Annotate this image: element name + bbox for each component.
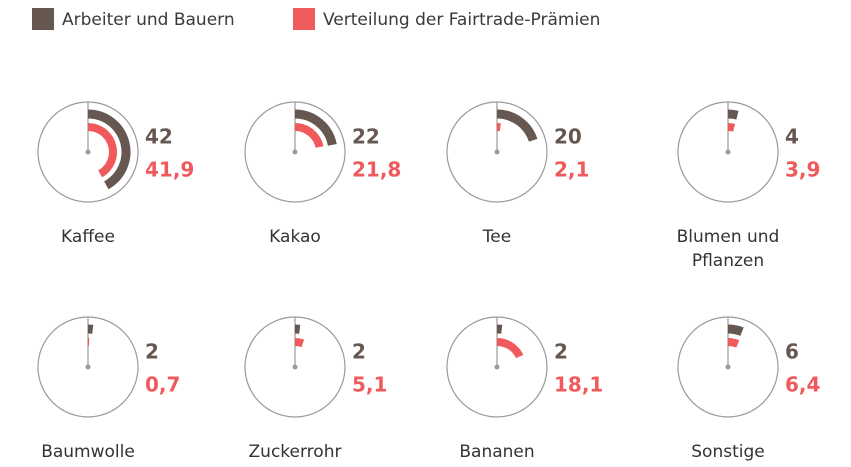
arc [294,123,324,149]
value-label: 42 [145,125,173,149]
category-label: Blumen und Pflanzen [676,227,780,271]
dial-center [725,364,731,370]
legend-label: Verteilung der Fairtrade-Prämien [323,10,600,30]
arc [87,109,131,190]
arc [294,338,305,348]
dial-center [494,364,500,370]
category-label: Kakao [269,227,321,247]
value-label: 2 [145,340,159,364]
value-label: 2 [554,340,568,364]
value-label: 6,4 [785,373,820,397]
value-label: 22 [352,125,380,149]
category-label: Zuckerrohr [248,442,342,462]
category-label: Kaffee [61,227,115,247]
arc [727,123,736,132]
category-label: Bananen [459,442,535,462]
value-label: 21,8 [352,158,401,182]
value-label: 3,9 [785,158,820,182]
dial-center [85,149,91,155]
value-label: 18,1 [554,373,603,397]
value-label: 20 [554,125,582,149]
category-label: Baumwolle [41,442,135,462]
category-label: Sonstige [691,442,765,462]
arc [294,109,337,146]
dial-center [292,149,298,155]
category-label: Tee [482,227,512,247]
dial-center [494,149,500,155]
value-label: 2 [352,340,366,364]
arc [496,338,524,359]
value-label: 41,9 [145,158,194,182]
legend-swatch [32,8,54,30]
value-label: 4 [785,125,799,149]
dial-center [292,364,298,370]
value-label: 6 [785,340,799,364]
arc [727,338,740,348]
value-label: 0,7 [145,373,180,397]
dial-center [85,364,91,370]
legend-swatch [293,8,315,30]
arc [496,109,538,142]
value-label: 5,1 [352,373,387,397]
dial-center [725,149,731,155]
value-label: 2,1 [554,158,589,182]
legend-label: Arbeiter und Bauern [62,10,235,30]
arc [727,109,739,120]
arc [727,324,744,336]
arc [87,123,117,178]
